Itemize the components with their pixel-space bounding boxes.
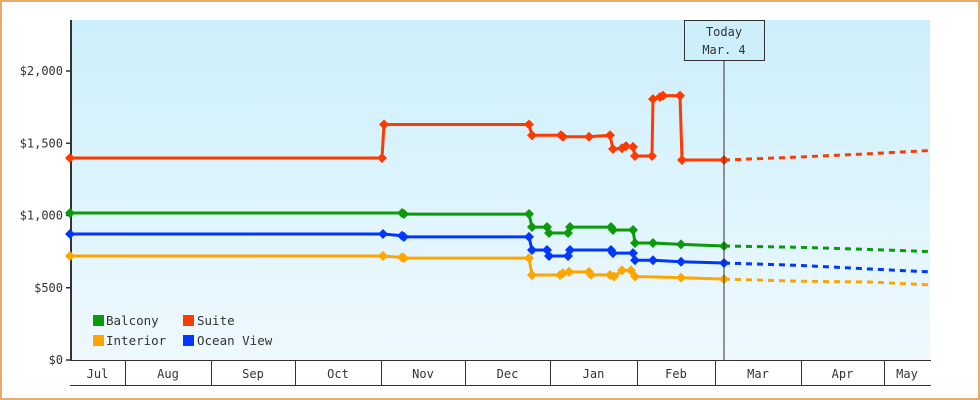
- data-point-marker[interactable]: [677, 155, 687, 166]
- legend-swatch-balcony: [93, 315, 104, 326]
- data-point-marker[interactable]: [648, 255, 658, 266]
- data-point-marker[interactable]: [648, 237, 658, 248]
- data-point-marker[interactable]: [630, 271, 640, 282]
- data-point-marker[interactable]: [65, 208, 75, 219]
- series-lines: [65, 90, 931, 287]
- data-point-marker[interactable]: [676, 239, 686, 250]
- data-point-marker[interactable]: [676, 272, 686, 283]
- series-ocean-view: [65, 228, 931, 274]
- data-point-marker[interactable]: [378, 228, 388, 239]
- x-tick-label-feb: Feb: [665, 367, 687, 381]
- y-tick-label: $1,000: [20, 209, 63, 223]
- x-tick-label-sep: Sep: [242, 367, 264, 381]
- data-point-marker[interactable]: [527, 222, 537, 233]
- data-point-marker[interactable]: [675, 90, 685, 101]
- x-tick-label-dec: Dec: [497, 367, 519, 381]
- legend-swatch-suite: [183, 315, 194, 326]
- data-point-marker[interactable]: [558, 131, 568, 142]
- x-tick-label-may: May: [896, 367, 918, 381]
- data-point-marker[interactable]: [609, 271, 619, 282]
- x-tick-label-jan: Jan: [583, 367, 605, 381]
- data-point-marker[interactable]: [584, 131, 594, 142]
- data-point-marker[interactable]: [565, 222, 575, 233]
- series-balcony: [65, 208, 931, 254]
- x-axis: Jul Aug Sep Oct Nov Dec Jan Feb Mar Apr May: [70, 360, 931, 386]
- data-point-marker[interactable]: [608, 248, 618, 259]
- data-point-marker[interactable]: [527, 245, 537, 256]
- data-point-marker[interactable]: [377, 152, 387, 163]
- data-point-marker[interactable]: [524, 231, 534, 242]
- x-tick-label-nov: Nov: [412, 367, 434, 381]
- data-point-marker[interactable]: [586, 269, 596, 280]
- x-tick-label-apr: Apr: [832, 367, 854, 381]
- data-point-marker[interactable]: [564, 266, 574, 277]
- today-date: Mar. 4: [702, 43, 745, 57]
- legend-label-interior: Interior: [106, 333, 167, 348]
- data-point-marker[interactable]: [65, 250, 75, 261]
- y-tick-label: $2,000: [20, 64, 63, 78]
- data-point-marker[interactable]: [378, 250, 388, 261]
- y-tick-label: $1,500: [20, 136, 63, 150]
- x-tick-label-jul: Jul: [87, 367, 109, 381]
- y-tick-label: $0: [49, 353, 63, 367]
- data-point-marker[interactable]: [628, 141, 638, 152]
- series-suite: [65, 90, 931, 166]
- data-point-marker[interactable]: [621, 141, 631, 152]
- data-point-marker[interactable]: [544, 250, 554, 261]
- y-axis: $0 $500 $1,000 $1,500 $2,000: [20, 20, 72, 367]
- data-point-marker[interactable]: [399, 253, 409, 264]
- legend-swatch-interior: [93, 335, 104, 346]
- data-point-marker[interactable]: [630, 150, 640, 161]
- data-point-marker[interactable]: [628, 248, 638, 259]
- plot-area: [71, 20, 930, 360]
- data-point-marker[interactable]: [524, 253, 534, 264]
- data-point-marker[interactable]: [608, 144, 618, 155]
- legend-label-balcony: Balcony: [106, 313, 159, 328]
- data-point-marker[interactable]: [524, 209, 534, 220]
- today-marker: Today Mar. 4: [684, 20, 765, 360]
- data-point-marker[interactable]: [524, 119, 534, 130]
- legend-swatch-ocean-view: [183, 335, 194, 346]
- y-tick-label: $500: [34, 281, 63, 295]
- data-point-marker[interactable]: [647, 150, 657, 161]
- data-point-marker[interactable]: [626, 265, 636, 276]
- legend: Balcony Suite Interior Ocean View: [93, 313, 273, 348]
- series-interior: [65, 250, 931, 287]
- data-point-marker[interactable]: [527, 130, 537, 141]
- data-point-marker[interactable]: [630, 255, 640, 266]
- data-point-marker[interactable]: [628, 224, 638, 235]
- data-point-marker[interactable]: [630, 237, 640, 248]
- x-tick-label-oct: Oct: [327, 367, 349, 381]
- data-point-marker[interactable]: [379, 119, 389, 130]
- data-point-marker[interactable]: [658, 90, 668, 101]
- data-point-marker[interactable]: [65, 228, 75, 239]
- data-point-marker[interactable]: [399, 209, 409, 220]
- legend-label-ocean-view: Ocean View: [197, 333, 273, 348]
- data-point-marker[interactable]: [544, 227, 554, 238]
- data-point-marker[interactable]: [608, 224, 618, 235]
- data-point-marker[interactable]: [527, 270, 537, 281]
- today-label: Today: [706, 25, 742, 39]
- x-tick-label-mar: Mar: [747, 367, 769, 381]
- data-point-marker[interactable]: [399, 231, 409, 242]
- data-point-marker[interactable]: [617, 265, 627, 276]
- data-point-marker[interactable]: [65, 152, 75, 163]
- data-point-marker[interactable]: [676, 256, 686, 267]
- legend-label-suite: Suite: [197, 313, 235, 328]
- data-point-marker[interactable]: [565, 245, 575, 256]
- x-tick-label-aug: Aug: [157, 367, 179, 381]
- data-point-marker[interactable]: [605, 130, 615, 141]
